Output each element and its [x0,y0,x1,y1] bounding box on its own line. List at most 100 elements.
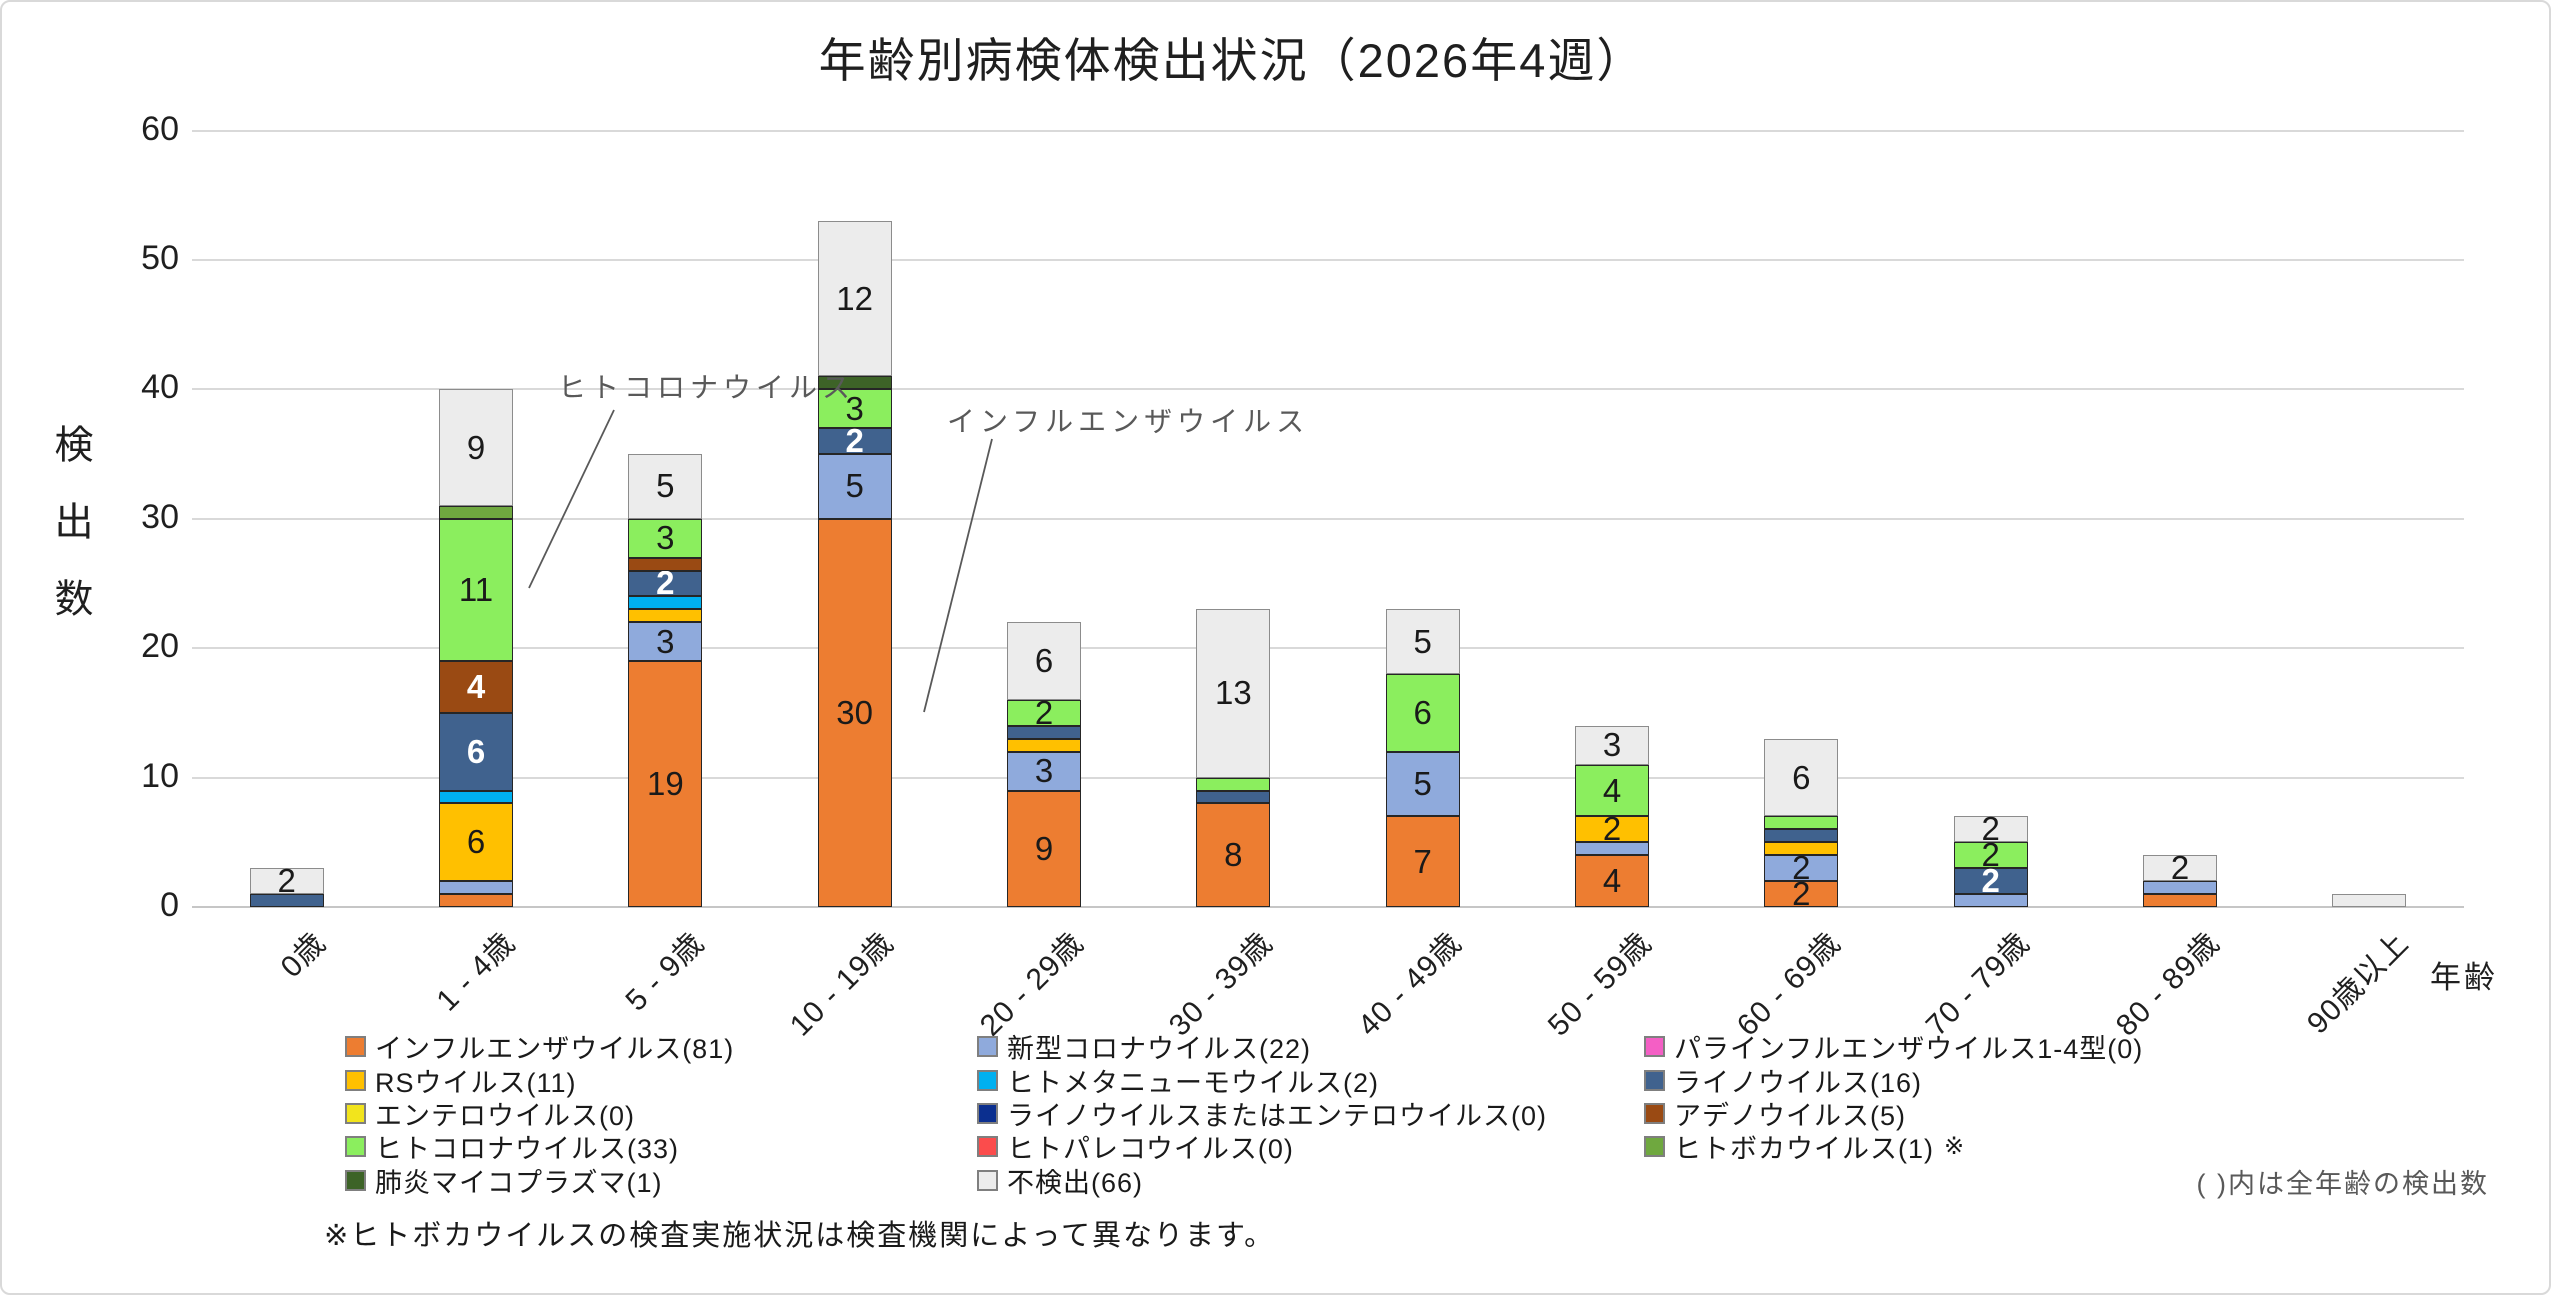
bar-segment-value: 8 [1224,836,1243,874]
legend-item: RSウイルス(11) [345,1063,734,1098]
bar-segment-value: 5 [656,467,675,505]
legend-item: 不検出(66) [977,1164,1547,1198]
legend-swatch [345,1136,366,1158]
bar-segment: 9 [439,389,513,506]
bar-segment [628,596,703,610]
chart-title: 年齢別病検体検出状況（2026年4週） [818,34,1646,87]
bar-segment-value: 2 [2170,849,2190,887]
bar-segment: 4 [1575,855,1649,907]
bar-segment: 6 [1007,622,1081,700]
gridline-60 [192,129,2464,132]
bar-segment [1196,790,1271,804]
legend-item-label: パラインフルエンザウイルス1-4型(0) [1674,1034,2144,1065]
legend-swatch [1644,1136,1665,1158]
legend-item: インフルエンザウイルス(81) [345,1030,735,1065]
bar-segment-value: 9 [466,428,486,466]
legend-item: ヒトボカウイルス(1) ※ [1644,1130,2143,1164]
bar-segment-value: 19 [646,765,684,803]
bar-segment [1007,725,1081,739]
bar-segment-value: 30 [836,693,874,731]
bocavirus-footnote: ※ヒトボカウイルスの検査実施状況は検査機関によって異なります。 [324,1220,1276,1252]
bar-segment: 2 [1953,862,2028,899]
bar-segment-value: 2 [845,422,864,460]
annotation-influenza-label: インフルエンザウイルス [947,406,1310,437]
bar-segment [249,894,324,907]
bar-segment [1764,842,1839,856]
legend-item-label: 不検出(66) [1007,1167,1144,1198]
legend-item: アデノウイルス(5) [1644,1097,2143,1131]
legend-item-label: インフルエンザウイルス(81) [375,1034,735,1065]
legend-item-label: 肺炎マイコプラズマ(1) [375,1167,663,1198]
x-tick-label: 20 - 29歳 [973,926,1090,1043]
bar-segment [817,376,892,390]
gridline-30 [192,517,2464,520]
y-tick-label-10: 10 [141,756,179,795]
gridline-50 [192,259,2464,261]
legend-item-label: ライノウイルス(16) [1674,1067,1923,1098]
bar-segment: 2 [817,422,892,460]
bar-segment [628,557,703,571]
legend-swatch [977,1036,998,1058]
legend-item-label: ヒトメタニューモウイルス(2) [1007,1067,1379,1098]
legend-item: ヒトパレコウイルス(0) [977,1130,1547,1165]
bar-segment: 8 [1196,803,1271,907]
legend-item: ヒトコロナウイルス(33) [345,1130,734,1164]
bar-segment [628,609,703,623]
x-tick-label: 90歳以上 [2300,926,2416,1041]
legend-swatch [1644,1069,1665,1091]
bar-segment: 30 [817,518,892,907]
leader-line-influenza [923,438,993,713]
bar-segment-value: 6 [466,823,486,861]
x-tick-label: 40 - 49歳 [1352,926,1469,1043]
bar-segment: 19 [628,661,703,907]
bar-segment [439,790,513,804]
legend-item: ライノウイルス(16) [1644,1063,2143,1098]
legend-swatch [1644,1036,1665,1058]
bar-segment: 5 [817,454,892,519]
bar-segment [2332,894,2407,907]
bar-segment-value: 3 [1034,752,1054,790]
bar-segment-value: 2 [1792,849,1811,887]
legend-swatch [977,1136,998,1158]
legend-item: ヒトメタニューモウイルス(2) [977,1063,1547,1098]
legend-item-label: ヒトパレコウイルス(0) [1007,1134,1294,1165]
legend-item: ライノウイルスまたはエンテロウイルス(0) [977,1097,1547,1131]
x-tick-label: 30 - 39歳 [1162,926,1280,1043]
legend-column-1: インフルエンザウイルス(81) RSウイルス(11) エンテロウイルス(0) ヒトコロ… [345,1030,735,1198]
legend-swatch [977,1169,998,1191]
bar-segment-value: 4 [1602,862,1622,900]
bar-segment: 6 [1385,674,1460,752]
gridline-20 [192,647,2464,650]
x-tick-label: 0歳 [274,926,333,985]
bar-segment: 5 [1385,751,1460,817]
bar-segment-value: 2 [1602,810,1622,848]
y-tick-label-60: 60 [141,109,179,148]
bar-segment [2143,881,2217,895]
legend-item-label: エンテロウイルス(0) [375,1100,635,1131]
bar-segment-value: 5 [1413,622,1432,660]
bar-segment: 6 [1764,738,1839,817]
x-tick-label: 1 - 4歳 [430,926,522,1018]
bar-segment: 4 [1575,764,1649,817]
bar-segment: 12 [817,221,892,377]
bar-segment-value: 5 [1413,765,1432,803]
bar-segment-value: 3 [656,622,675,660]
bar-segment-value: 4 [466,668,486,705]
bar-segment-value: 9 [1034,829,1054,867]
bar-segment: 2 [1007,694,1081,731]
bar-segment: 13 [1196,609,1271,778]
y-tick-label-0: 0 [160,886,179,924]
bar-segment: 5 [1385,609,1460,675]
bar-segment: 6 [439,803,513,882]
bar-segment-value: 12 [836,279,874,317]
y-tick-label-40: 40 [141,368,179,407]
bar-segment: 4 [439,661,513,713]
legend-item: エンテロウイルス(0) [345,1097,734,1131]
bar-segment: 2 [628,564,703,601]
bar-segment [439,881,513,895]
y-tick-label-30: 30 [141,497,179,536]
bar-segment [439,505,513,519]
gridline-0 [192,906,2464,908]
bar-segment: 2 [249,862,324,899]
leader-line-hitokorona [528,409,615,589]
